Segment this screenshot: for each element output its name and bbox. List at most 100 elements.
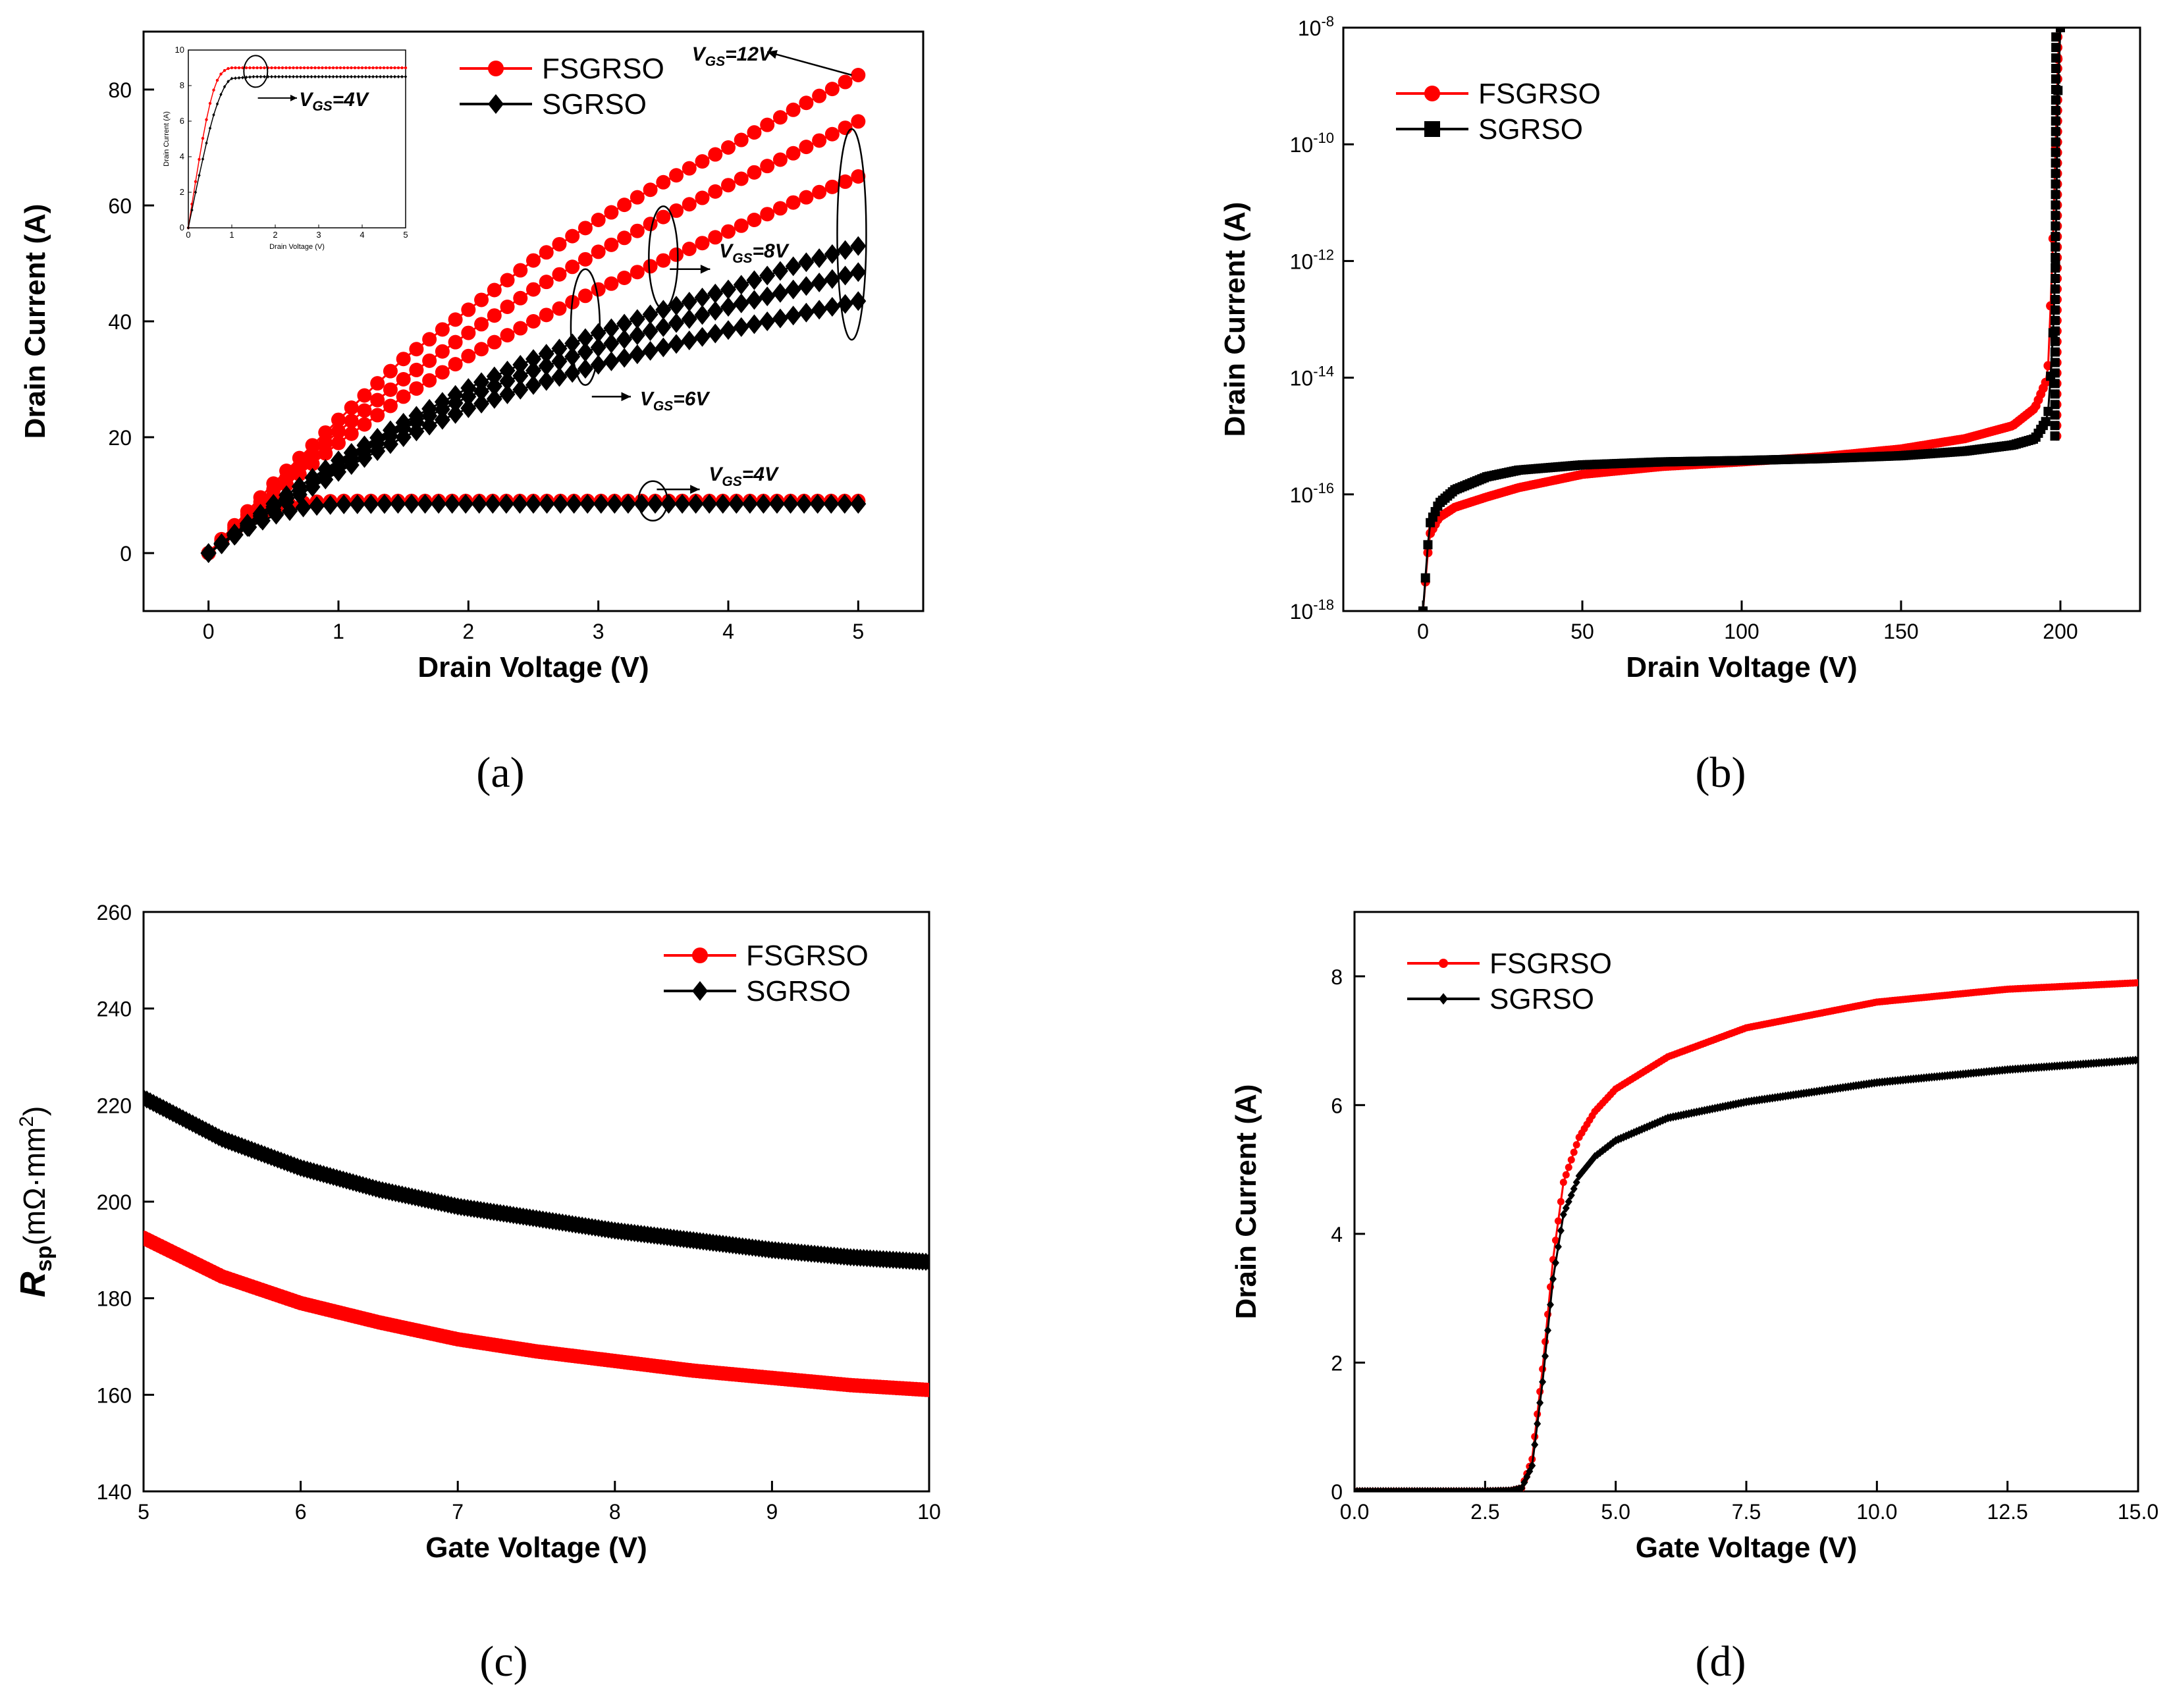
data-point — [647, 494, 663, 514]
data-point — [660, 494, 677, 514]
data-point — [733, 317, 749, 337]
data-point — [643, 217, 658, 232]
data-point — [318, 435, 333, 450]
inset-arrow-head — [290, 94, 297, 101]
inset-data-point — [227, 67, 230, 70]
y-tick-exponent: -16 — [1313, 480, 1334, 496]
inset-data-point — [237, 66, 241, 70]
y-axis-label: Rsp(mΩ·mm2) — [13, 1106, 57, 1298]
data-point — [486, 376, 502, 396]
x-tick-label: 150 — [1883, 620, 1918, 643]
data-point — [2051, 64, 2061, 74]
data-point — [1418, 606, 1428, 611]
data-point — [200, 543, 217, 563]
legend-label-fsgrso: FSGRSO — [1478, 78, 1601, 110]
inset-data-point — [244, 66, 248, 70]
data-point — [1554, 1242, 1562, 1252]
data-point — [431, 494, 447, 514]
data-point — [2134, 1055, 2138, 1065]
data-point — [746, 290, 763, 310]
data-point — [577, 328, 593, 348]
data-point — [512, 365, 529, 386]
data-point — [837, 265, 853, 286]
data-point — [525, 360, 541, 381]
data-point — [500, 273, 515, 288]
data-point — [620, 494, 636, 514]
inset-y-tick-label: 4 — [180, 151, 184, 161]
data-point — [357, 388, 372, 403]
annotation-part: GS — [312, 99, 332, 114]
data-point — [577, 221, 593, 236]
data-point — [487, 282, 502, 298]
y-tick-label: 260 — [97, 901, 132, 924]
data-point — [772, 261, 788, 281]
arrow-head — [700, 264, 711, 274]
data-point — [485, 494, 501, 514]
legend-label-sgrso: SGRSO — [1478, 113, 1583, 146]
data-point — [552, 494, 569, 514]
inset-series-sgrso — [186, 74, 408, 230]
data-point — [616, 313, 633, 334]
arrow-head — [690, 485, 700, 494]
data-point — [668, 296, 685, 316]
data-point — [295, 497, 311, 518]
data-point — [838, 74, 853, 90]
data-point — [551, 338, 568, 359]
data-point — [630, 265, 645, 280]
series-fsgrso — [1355, 979, 2138, 1491]
inset-data-point — [389, 74, 393, 79]
inset-data-point — [190, 208, 194, 212]
data-point — [850, 262, 867, 282]
data-point — [604, 205, 619, 220]
x-axis-label: Gate Voltage (V) — [1636, 1532, 1858, 1564]
data-point — [254, 510, 271, 531]
inset-data-point — [350, 74, 353, 79]
data-point — [318, 425, 333, 440]
data-point — [317, 469, 334, 490]
inset-series-fsgrso — [186, 66, 408, 230]
inset-data-point — [237, 76, 241, 80]
inset-data-point — [396, 66, 400, 70]
inset-data-point — [379, 66, 382, 70]
inset-data-point — [335, 66, 338, 70]
y-tick-label: 10-8 — [1298, 13, 1334, 40]
annotation-part: =12V — [725, 43, 774, 65]
legend-marker — [1424, 86, 1440, 101]
inset-data-point — [288, 74, 292, 79]
data-point — [435, 322, 450, 337]
inset-data-point — [248, 75, 252, 79]
data-point — [630, 223, 645, 238]
inset-data-point — [324, 66, 328, 70]
data-point — [714, 494, 731, 514]
data-point — [383, 382, 398, 397]
inset-data-point — [252, 74, 255, 79]
data-point — [564, 363, 581, 383]
legend-marker — [692, 981, 708, 1001]
data-point — [707, 283, 724, 304]
data-point — [282, 501, 298, 521]
data-point — [1551, 1237, 1559, 1244]
data-point — [1542, 1351, 1549, 1361]
data-point — [837, 240, 853, 260]
inset-data-point — [302, 74, 306, 79]
data-point — [760, 117, 775, 132]
panel-label: (a) — [476, 749, 524, 797]
x-tick-label: 10 — [917, 1500, 941, 1524]
data-point — [370, 376, 385, 391]
data-point — [838, 120, 853, 136]
inset-data-point — [302, 66, 306, 70]
data-point — [1559, 1179, 1567, 1187]
data-point — [668, 334, 685, 354]
data-point — [498, 494, 514, 514]
data-point — [796, 494, 813, 514]
y-tick-label: 0 — [1331, 1480, 1343, 1504]
inset-data-point — [219, 72, 223, 76]
data-point — [577, 252, 593, 267]
data-point — [772, 308, 788, 329]
data-point — [734, 218, 749, 233]
inset-x-tick-label: 1 — [229, 230, 234, 240]
data-point — [448, 334, 463, 350]
y-tick-label: 10-12 — [1290, 246, 1334, 273]
inset-data-point — [306, 74, 309, 79]
inset-data-point — [212, 88, 215, 92]
